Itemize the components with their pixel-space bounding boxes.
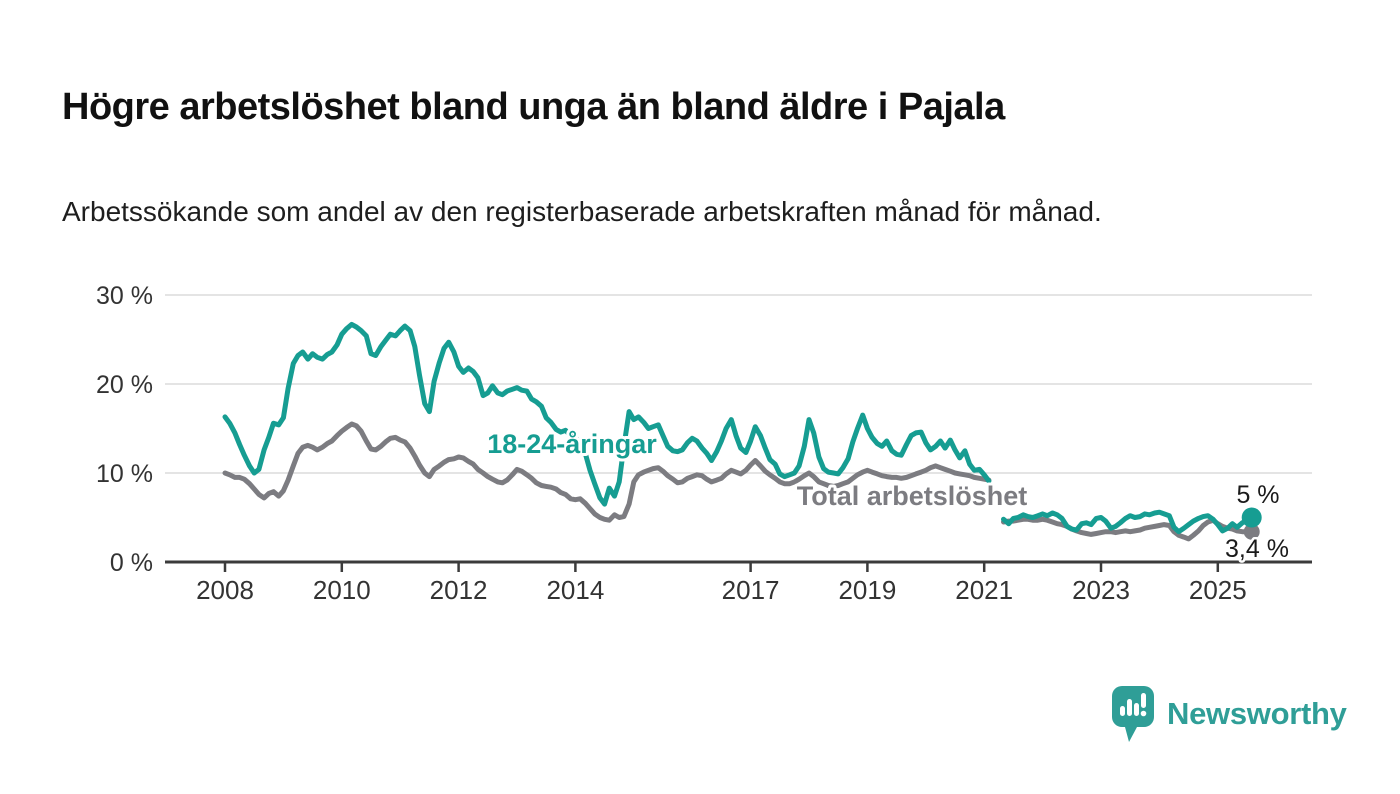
youth-series-label: 18-24-åringar [487,429,657,459]
series-line-youth [222,321,992,507]
page-title: Högre arbetslöshet bland unga än bland ä… [62,86,1005,129]
youth-end-value-label: 5 % [1236,481,1279,509]
x-tick-label: 2008 [196,575,254,605]
total-series-label: Total arbetslöshet [797,481,1028,511]
x-tick-label: 2025 [1189,575,1247,605]
x-tick-label: 2012 [430,575,488,605]
x-tick-label: 2023 [1072,575,1130,605]
speech-bubble-bar-chart-icon [1112,685,1154,742]
youth-end-dot [1241,507,1262,528]
total-end-value-label: 3,4 % [1225,535,1289,563]
x-tick-label: 2017 [722,575,780,605]
x-tick-label: 2021 [955,575,1013,605]
series-line-youth [1001,509,1255,535]
series-line-total [1001,516,1255,542]
y-tick-label: 30 % [96,282,153,310]
x-tick-label: 2019 [838,575,896,605]
chart-subtitle: Arbetssökande som andel av den registerb… [62,196,1102,227]
x-tick-label: 2010 [313,575,371,605]
total-end-dot [1243,523,1260,540]
y-tick-label: 0 % [110,549,153,577]
y-tick-label: 10 % [96,460,153,488]
y-tick-label: 20 % [96,371,153,399]
series-line-total [222,421,992,523]
newsworthy-logo-text: Newsworthy [1167,696,1347,731]
newsworthy-logo: Newsworthy [1112,682,1352,746]
x-tick-label: 2014 [546,575,604,605]
